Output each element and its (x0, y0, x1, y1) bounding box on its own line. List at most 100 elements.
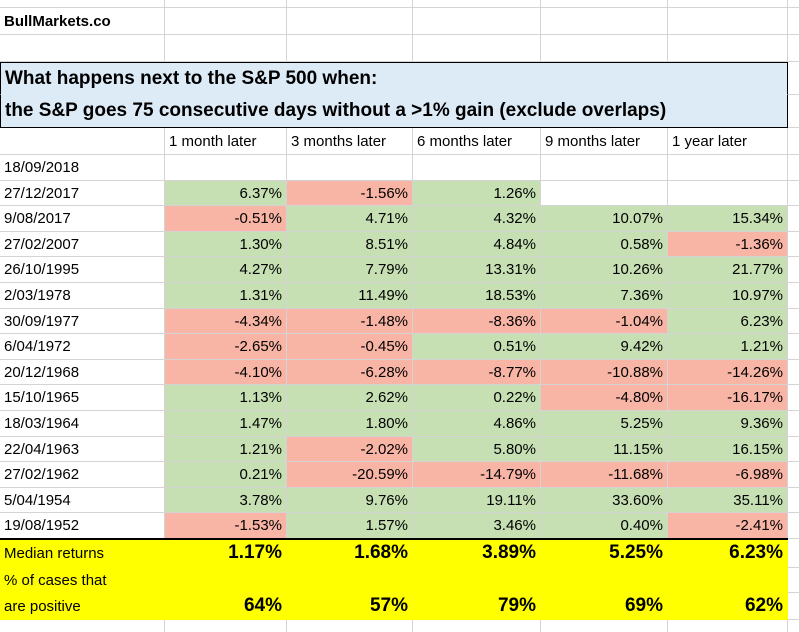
return-cell: 15.34% (668, 206, 788, 232)
return-cell: 1.47% (165, 411, 287, 437)
blank-cell (165, 0, 287, 8)
return-cell: 9.76% (287, 488, 413, 513)
return-cell: 4.27% (165, 257, 287, 283)
return-cell: -10.88% (541, 360, 668, 385)
return-cell: 1.21% (165, 437, 287, 462)
blank-cell (0, 0, 165, 8)
return-cell: 21.77% (668, 257, 788, 283)
return-cell: 11.49% (287, 283, 413, 309)
return-cell: 1.31% (165, 283, 287, 309)
date-cell: 27/02/2007 (0, 232, 165, 257)
return-cell: 10.97% (668, 283, 788, 309)
return-cell: -8.36% (413, 309, 541, 334)
return-cell: 5.25% (541, 411, 668, 437)
blank-cell (165, 35, 287, 62)
return-cell: 5.80% (413, 437, 541, 462)
blank-cell (788, 593, 800, 620)
blank-cell (541, 568, 668, 593)
return-cell: -0.51% (165, 206, 287, 232)
date-cell: 22/04/1963 (0, 437, 165, 462)
blank-cell (541, 155, 668, 181)
blank-cell (788, 206, 800, 232)
return-cell: -11.68% (541, 462, 668, 488)
return-cell: -14.79% (413, 462, 541, 488)
return-cell: 8.51% (287, 232, 413, 257)
blank-cell (788, 513, 800, 539)
return-cell: 11.15% (541, 437, 668, 462)
date-cell: 18/09/2018 (0, 155, 165, 181)
return-cell: -2.65% (165, 334, 287, 360)
column-header: 3 months later (287, 128, 413, 155)
column-header: 9 months later (541, 128, 668, 155)
blank-cell (788, 334, 800, 360)
title-line: the S&P goes 75 consecutive days without… (0, 95, 788, 128)
blank-cell (788, 35, 800, 62)
blank-cell (668, 35, 788, 62)
blank-cell (668, 155, 788, 181)
title-line: What happens next to the S&P 500 when: (0, 62, 788, 95)
return-cell: 0.22% (413, 385, 541, 411)
return-cell: -1.48% (287, 309, 413, 334)
summary-border (0, 538, 788, 540)
blank-cell (788, 437, 800, 462)
return-cell: 0.51% (413, 334, 541, 360)
return-cell: -14.26% (668, 360, 788, 385)
blank-cell (668, 181, 788, 206)
return-cell: -0.45% (287, 334, 413, 360)
blank-cell (788, 283, 800, 309)
blank-cell (668, 620, 788, 632)
summary-label: Median returns (0, 539, 165, 568)
positive-value: 62% (668, 593, 788, 620)
positive-value: 69% (541, 593, 668, 620)
date-cell: 26/10/1995 (0, 257, 165, 283)
blank-cell (413, 620, 541, 632)
return-cell: 0.40% (541, 513, 668, 539)
return-cell: 9.42% (541, 334, 668, 360)
blank-cell (788, 309, 800, 334)
return-cell: 10.26% (541, 257, 668, 283)
blank-cell (541, 8, 668, 35)
median-value: 3.89% (413, 539, 541, 568)
blank-cell (788, 462, 800, 488)
date-cell: 30/09/1977 (0, 309, 165, 334)
positive-value: 64% (165, 593, 287, 620)
return-cell: -16.17% (668, 385, 788, 411)
blank-cell (413, 8, 541, 35)
blank-cell (788, 155, 800, 181)
blank-cell (413, 568, 541, 593)
return-cell: -1.36% (668, 232, 788, 257)
return-cell: -1.04% (541, 309, 668, 334)
blank-cell (287, 0, 413, 8)
blank-cell (541, 0, 668, 8)
blank-cell (413, 155, 541, 181)
blank-cell (788, 411, 800, 437)
blank-cell (165, 620, 287, 632)
return-cell: -20.59% (287, 462, 413, 488)
return-cell: 1.57% (287, 513, 413, 539)
return-cell: 3.46% (413, 513, 541, 539)
return-cell: 0.21% (165, 462, 287, 488)
summary-label: are positive (0, 593, 165, 620)
return-cell: -1.56% (287, 181, 413, 206)
return-cell: -2.41% (668, 513, 788, 539)
positive-value: 79% (413, 593, 541, 620)
median-value: 6.23% (668, 539, 788, 568)
return-cell: 4.71% (287, 206, 413, 232)
blank-cell (788, 360, 800, 385)
return-cell: -8.77% (413, 360, 541, 385)
return-cell: 6.37% (165, 181, 287, 206)
blank-cell (165, 155, 287, 181)
blank-cell (788, 62, 800, 95)
return-cell: 1.30% (165, 232, 287, 257)
column-header: 1 year later (668, 128, 788, 155)
blank-cell (165, 8, 287, 35)
return-cell: 3.78% (165, 488, 287, 513)
blank-cell (788, 257, 800, 283)
blank-cell (788, 620, 800, 632)
blank-cell (788, 568, 800, 593)
date-cell: 9/08/2017 (0, 206, 165, 232)
return-cell: 18.53% (413, 283, 541, 309)
return-cell: 1.21% (668, 334, 788, 360)
return-cell: -4.80% (541, 385, 668, 411)
return-cell: -2.02% (287, 437, 413, 462)
